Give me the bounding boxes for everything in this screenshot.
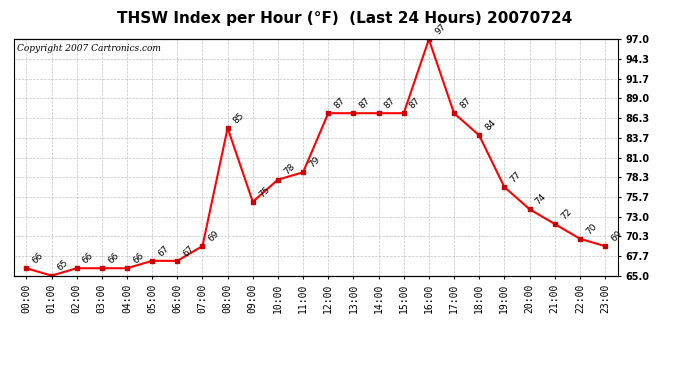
Text: 97: 97 <box>433 22 448 37</box>
Text: 75: 75 <box>257 184 271 199</box>
Text: 84: 84 <box>484 118 497 133</box>
Text: 66: 66 <box>81 251 95 266</box>
Text: 87: 87 <box>458 96 473 110</box>
Text: 66: 66 <box>131 251 146 266</box>
Text: 67: 67 <box>157 244 171 258</box>
Text: 87: 87 <box>333 96 347 110</box>
Text: 85: 85 <box>232 111 246 125</box>
Text: 72: 72 <box>559 207 573 221</box>
Text: 69: 69 <box>206 229 221 243</box>
Text: 70: 70 <box>584 221 598 236</box>
Text: Copyright 2007 Cartronics.com: Copyright 2007 Cartronics.com <box>17 44 161 53</box>
Text: 74: 74 <box>533 192 548 206</box>
Text: THSW Index per Hour (°F)  (Last 24 Hours) 20070724: THSW Index per Hour (°F) (Last 24 Hours)… <box>117 11 573 26</box>
Text: 79: 79 <box>307 155 322 170</box>
Text: 66: 66 <box>30 251 45 266</box>
Text: 77: 77 <box>509 170 523 184</box>
Text: 66: 66 <box>106 251 121 266</box>
Text: 69: 69 <box>609 229 624 243</box>
Text: 87: 87 <box>408 96 422 110</box>
Text: 65: 65 <box>56 258 70 273</box>
Text: 78: 78 <box>282 162 297 177</box>
Text: 87: 87 <box>383 96 397 110</box>
Text: 67: 67 <box>181 244 196 258</box>
Text: 87: 87 <box>357 96 372 110</box>
